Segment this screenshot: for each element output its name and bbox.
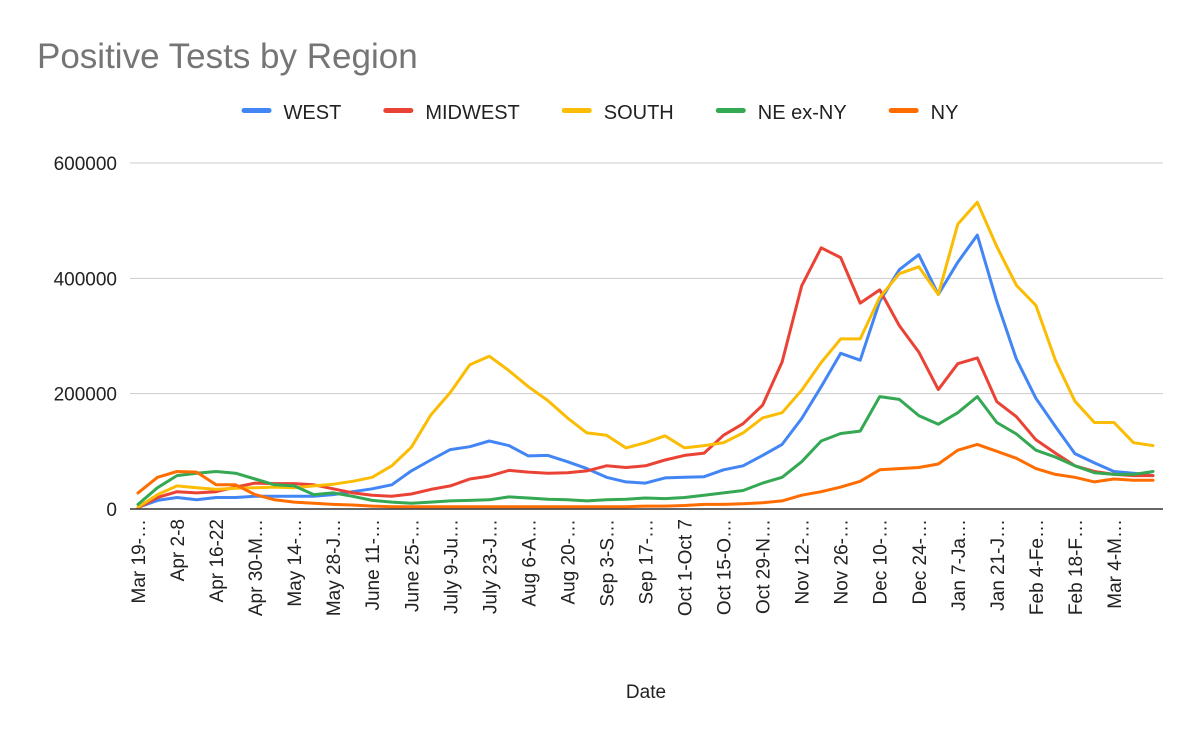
legend: WEST MIDWEST SOUTH NE ex-NY NY (241, 102, 959, 124)
legend-label: NY (931, 102, 959, 124)
legend-swatch (241, 108, 272, 113)
x-tick-label: Jan 7-Ja… (949, 519, 970, 611)
x-tick-label: Dec 24-… (910, 519, 931, 605)
x-tick-label: Feb 18-F… (1066, 519, 1087, 615)
legend-swatch (561, 108, 592, 113)
x-tick-label: Jan 21-J… (988, 519, 1009, 611)
legend-label: SOUTH (604, 102, 674, 124)
series-line-west (136, 233, 1155, 509)
legend-swatch (888, 108, 919, 113)
x-tick-label: Oct 29-N… (754, 519, 775, 614)
x-tick-label: July 23-J… (480, 519, 501, 614)
series-line-ne-ex-ny (136, 395, 1155, 506)
series-line-midwest (136, 246, 1155, 510)
y-tick-label: 0 (106, 500, 117, 521)
legend-item: NE ex-NY (715, 102, 847, 124)
x-tick-label: June 11-… (363, 519, 384, 611)
series-lines (136, 200, 1155, 510)
x-tick-label: Nov 26-… (832, 519, 853, 605)
x-axis-ticks: Mar 19-… Apr 2-8 Apr 16-22 Apr 30-M… May 14-… (129, 519, 1126, 616)
x-tick-label: Sep 17-… (637, 519, 658, 605)
legend-item: NY (888, 102, 959, 124)
legend-label: WEST (284, 102, 342, 124)
x-tick-label: May 28-J… (324, 519, 345, 616)
x-tick-label: Feb 4-Fe… (1027, 519, 1048, 615)
x-tick-label: June 25-… (402, 519, 423, 612)
x-tick-label: Apr 30-M… (246, 519, 267, 616)
x-tick-label: Nov 12-… (793, 519, 814, 605)
legend-item: MIDWEST (383, 102, 520, 124)
series-line-ny (136, 442, 1155, 509)
y-axis-ticks: 0 200000 400000 600000 (54, 154, 117, 521)
x-axis-label: Date (626, 682, 666, 703)
x-tick-label: Apr 16-22 (207, 519, 228, 602)
series-line-south (136, 200, 1155, 509)
x-tick-label: Aug 20-… (558, 519, 579, 605)
y-tick-label: 400000 (54, 269, 117, 290)
legend-label: NE ex-NY (758, 102, 847, 124)
y-tick-label: 600000 (54, 154, 117, 175)
chart-title: Positive Tests by Region (37, 37, 418, 76)
x-tick-label: Oct 15-O… (715, 519, 736, 615)
legend-swatch (715, 108, 746, 113)
x-tick-label: Apr 2-8 (168, 519, 189, 581)
x-tick-label: Aug 6-A… (519, 519, 540, 607)
x-tick-label: Mar 19-… (129, 519, 150, 603)
x-tick-label: Mar 4-M… (1105, 519, 1126, 609)
x-tick-label: Dec 10-… (871, 519, 892, 605)
legend-label: MIDWEST (425, 102, 519, 124)
x-tick-label: May 14-… (285, 519, 306, 607)
legend-swatch (383, 108, 414, 113)
legend-item: SOUTH (561, 102, 674, 124)
x-tick-label: July 9-Ju… (441, 519, 462, 614)
gridlines (130, 162, 1163, 395)
x-tick-label: Sep 3-S… (597, 519, 618, 607)
y-tick-label: 200000 (54, 385, 117, 406)
x-tick-label: Oct 1-Oct 7 (676, 519, 697, 616)
legend-item: WEST (241, 102, 342, 124)
